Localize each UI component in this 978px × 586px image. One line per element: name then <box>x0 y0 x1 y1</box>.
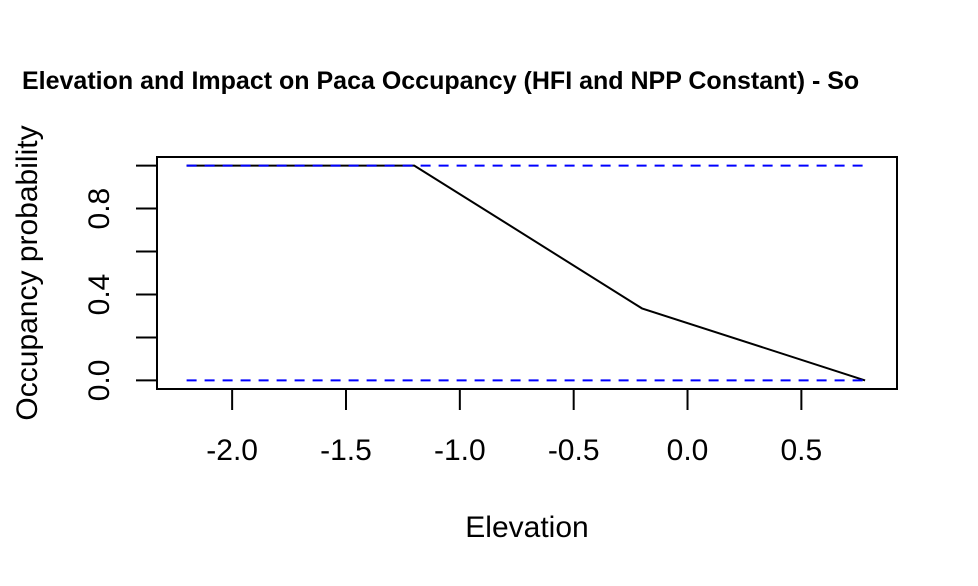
x-axis-label: Elevation <box>465 511 588 544</box>
x-tick-label: 0.5 <box>781 434 823 467</box>
y-tick-label: 0.0 <box>83 360 116 402</box>
x-tick-label: -0.5 <box>548 434 600 467</box>
x-axis: -2.0 -1.5 -1.0 -0.5 0.0 0.5 <box>206 388 823 467</box>
series-layer <box>186 164 866 382</box>
x-tick-label: -2.0 <box>206 434 258 467</box>
x-tick-label: -1.5 <box>320 434 372 467</box>
chart-title: Elevation and Impact on Paca Occupancy (… <box>22 67 859 95</box>
x-tick-label: -1.0 <box>434 434 486 467</box>
x-tick-label: 0.0 <box>667 434 709 467</box>
y-tick-label: 0.8 <box>83 188 116 230</box>
y-axis: 0.0 0.4 0.8 <box>83 164 158 402</box>
y-axis-label: Occupancy probability <box>11 125 44 420</box>
series-line-0 <box>186 164 866 382</box>
y-tick-label: 0.4 <box>83 274 116 316</box>
